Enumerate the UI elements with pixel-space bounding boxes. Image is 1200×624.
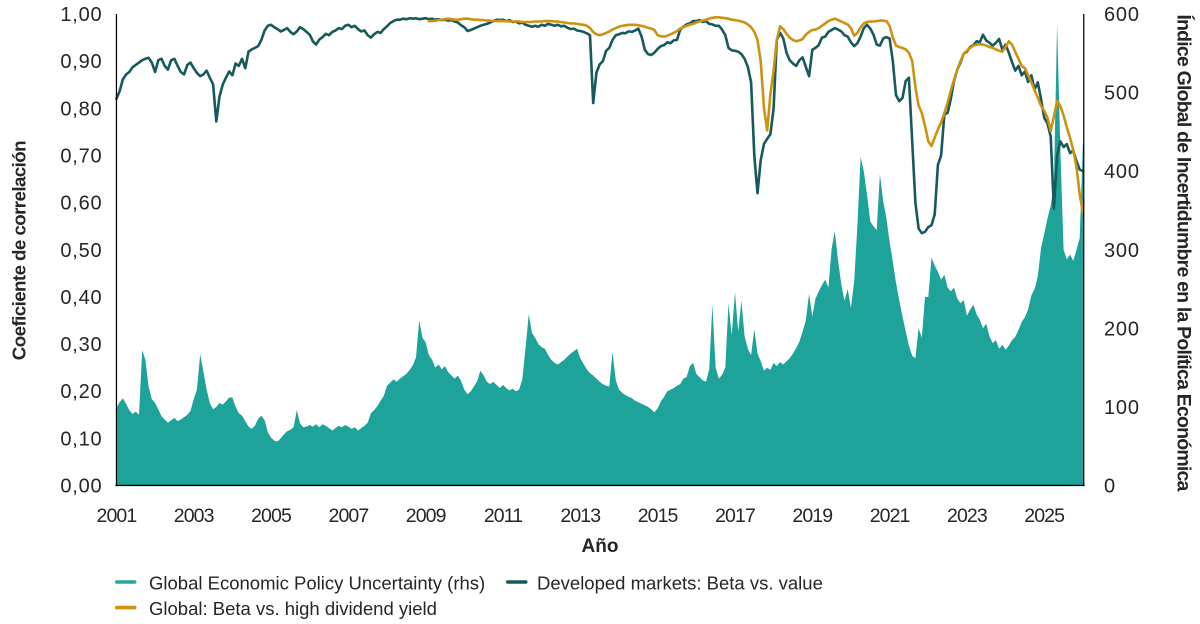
svg-text:2011: 2011 <box>484 505 522 527</box>
svg-text:2013: 2013 <box>560 505 600 527</box>
svg-text:2005: 2005 <box>251 505 292 527</box>
svg-text:300: 300 <box>1104 240 1140 262</box>
svg-text:2019: 2019 <box>792 505 832 527</box>
svg-text:2001: 2001 <box>97 505 137 527</box>
svg-text:0: 0 <box>1104 476 1116 498</box>
svg-text:1,00: 1,00 <box>60 4 102 26</box>
svg-text:600: 600 <box>1104 4 1140 26</box>
svg-text:Índice Global de Incertidumbre: Índice Global de Incertidumbre en la Pol… <box>1173 14 1196 491</box>
svg-text:Coeficiente de correlación: Coeficiente de correlación <box>9 141 30 360</box>
svg-text:2025: 2025 <box>1024 505 1065 527</box>
svg-text:2021: 2021 <box>870 505 910 527</box>
svg-text:0,40: 0,40 <box>60 287 102 309</box>
svg-text:0,50: 0,50 <box>60 240 102 262</box>
svg-text:2017: 2017 <box>715 505 755 527</box>
svg-text:0,00: 0,00 <box>60 476 102 498</box>
svg-text:Developed markets: Beta vs. va: Developed markets: Beta vs. value <box>537 573 823 594</box>
svg-text:2003: 2003 <box>174 505 214 527</box>
svg-text:2007: 2007 <box>329 505 369 527</box>
svg-text:400: 400 <box>1104 161 1140 183</box>
svg-text:2023: 2023 <box>947 505 987 527</box>
svg-text:Global: Beta vs. high dividend: Global: Beta vs. high dividend yield <box>149 598 437 619</box>
svg-text:Año: Año <box>582 536 619 557</box>
svg-text:0,60: 0,60 <box>60 193 102 215</box>
svg-text:200: 200 <box>1104 318 1140 340</box>
svg-text:500: 500 <box>1104 83 1140 105</box>
svg-text:Global Economic Policy Uncerta: Global Economic Policy Uncertainty (rhs) <box>149 573 485 594</box>
svg-text:100: 100 <box>1104 397 1140 419</box>
svg-text:2009: 2009 <box>406 505 446 527</box>
svg-text:0,90: 0,90 <box>60 51 102 73</box>
svg-text:0,30: 0,30 <box>60 334 102 356</box>
svg-text:0,80: 0,80 <box>60 98 102 120</box>
svg-text:2015: 2015 <box>638 505 679 527</box>
svg-text:0,20: 0,20 <box>60 381 102 403</box>
svg-text:0,10: 0,10 <box>60 428 102 450</box>
svg-text:0,70: 0,70 <box>60 146 102 168</box>
